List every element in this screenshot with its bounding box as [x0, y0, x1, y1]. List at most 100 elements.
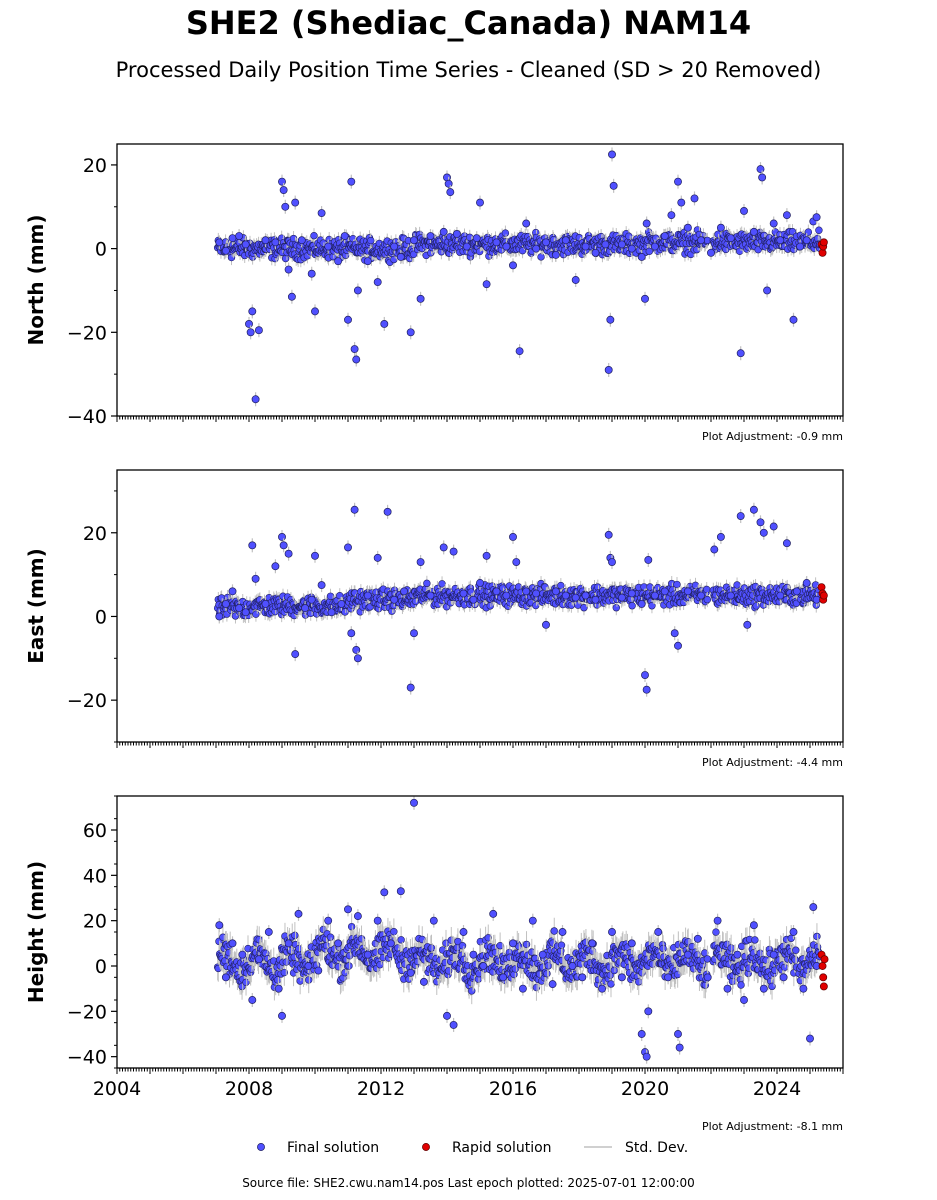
final-point [245, 319, 253, 328]
final-point [542, 620, 550, 629]
final-point [557, 581, 565, 590]
final-point [776, 591, 785, 600]
final-point [344, 315, 352, 324]
final-point [347, 922, 356, 931]
final-point [756, 518, 765, 527]
final-point [279, 541, 288, 550]
final-point [617, 593, 626, 602]
final-point [352, 645, 361, 654]
final-point [581, 591, 590, 600]
final-point [390, 595, 399, 604]
panel-2: 20 0 −20 East (mm) Plot Adjustment: -4.4 mm [24, 469, 844, 769]
plot-area [213, 502, 828, 697]
final-point [756, 165, 765, 174]
final-point [449, 547, 458, 556]
final-point [580, 604, 588, 612]
final-point [326, 592, 335, 600]
final-point [396, 253, 405, 261]
final-point [683, 223, 692, 232]
final-point [278, 177, 286, 186]
final-point [522, 219, 531, 228]
final-point [804, 228, 813, 236]
final-point [221, 599, 230, 608]
final-point [252, 610, 260, 618]
final-point [551, 587, 560, 596]
final-point [749, 505, 758, 514]
final-point [352, 355, 361, 364]
final-point [284, 549, 293, 558]
final-point [509, 533, 517, 541]
final-point [522, 587, 531, 596]
final-point [501, 229, 510, 237]
final-point [726, 591, 735, 600]
final-point [472, 234, 481, 243]
final-point [650, 242, 659, 251]
final-point [644, 556, 653, 564]
final-point [736, 512, 745, 520]
final-point [254, 326, 263, 335]
final-point [716, 533, 725, 541]
final-point [301, 604, 310, 613]
y-tick-label: 0 [95, 239, 107, 261]
rapid-point [819, 238, 828, 247]
final-point [409, 250, 418, 258]
final-point [601, 240, 610, 249]
final-point [707, 248, 715, 257]
final-point [604, 530, 613, 539]
final-point [674, 177, 682, 186]
final-point [279, 186, 288, 194]
final-point [532, 244, 541, 253]
final-point [642, 685, 651, 694]
final-point [591, 595, 600, 604]
final-point [271, 562, 280, 571]
final-point [482, 280, 491, 289]
final-point [476, 579, 484, 587]
final-point [297, 236, 306, 245]
final-point [334, 257, 343, 266]
final-point [426, 591, 435, 600]
final-point [667, 211, 676, 220]
final-point [363, 257, 372, 266]
final-point [542, 238, 550, 247]
final-point [740, 207, 748, 215]
final-point [353, 654, 362, 663]
final-point [606, 315, 615, 324]
y-axis-label: North (mm) [24, 214, 48, 345]
final-point [235, 232, 244, 241]
final-point [802, 236, 811, 245]
final-point [462, 242, 471, 251]
final-series [215, 147, 824, 407]
final-point [390, 242, 399, 251]
final-point [792, 587, 801, 596]
final-point [703, 585, 711, 594]
final-point [650, 591, 659, 600]
final-point [782, 539, 791, 548]
chart-subtitle: Processed Daily Position Time Series - C… [115, 58, 822, 82]
final-point [444, 179, 453, 188]
final-point [769, 219, 778, 228]
final-point [406, 683, 415, 692]
final-point [726, 234, 735, 243]
final-point [796, 242, 805, 251]
final-point [759, 528, 768, 537]
final-point [812, 595, 821, 604]
final-point [502, 242, 511, 251]
final-point [251, 574, 260, 583]
final-point [291, 931, 299, 940]
final-point [337, 599, 346, 608]
plot-frame [116, 143, 844, 417]
final-point [363, 591, 372, 600]
final-point [307, 595, 316, 604]
y-tick-label: −20 [67, 322, 107, 344]
final-point [697, 236, 706, 245]
final-point [469, 595, 478, 604]
final-point [551, 250, 560, 259]
final-point [367, 236, 375, 245]
final-point [350, 505, 359, 514]
final-point [261, 599, 270, 608]
final-point [532, 589, 541, 598]
final-point [228, 234, 237, 243]
final-point [782, 211, 791, 220]
y-tick-label: −20 [67, 690, 107, 712]
final-point [492, 238, 501, 247]
